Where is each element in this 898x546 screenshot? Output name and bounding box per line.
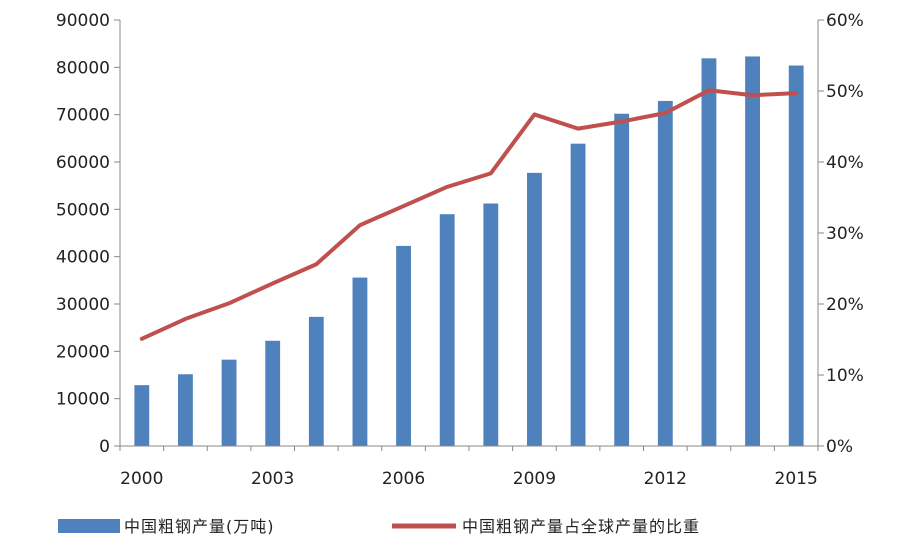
right-tick-label-2: 20% bbox=[826, 295, 864, 315]
left-tick-label-20000: 20000 bbox=[56, 342, 110, 362]
left-tick-label-70000: 70000 bbox=[56, 106, 110, 126]
left-tick-label-80000: 80000 bbox=[56, 58, 110, 78]
legend-label-line: 中国粗钢产量占全球产量的比重 bbox=[462, 517, 700, 536]
bar-2011 bbox=[614, 113, 630, 446]
legend: 中国粗钢产量(万吨) 中国粗钢产量占全球产量的比重 bbox=[58, 517, 700, 536]
x-tick-label-2000: 2000 bbox=[120, 469, 163, 489]
right-tick-label-5: 50% bbox=[826, 82, 864, 102]
axes-layer: 0 10000 20000 30000 40000 50000 60000 70000 8000… bbox=[56, 11, 864, 489]
bar-2003 bbox=[265, 340, 281, 446]
left-tick-label-50000: 50000 bbox=[56, 200, 110, 220]
right-tick-label-4: 40% bbox=[826, 153, 864, 173]
legend-swatch-bar bbox=[58, 519, 120, 533]
bar-2015 bbox=[788, 65, 804, 446]
bar-2005 bbox=[352, 277, 368, 446]
x-tick-label-2015: 2015 bbox=[775, 469, 818, 489]
left-tick-label-40000: 40000 bbox=[56, 248, 110, 268]
bar-2014 bbox=[745, 56, 760, 447]
right-tick-label-0: 0% bbox=[826, 437, 853, 457]
line-layer bbox=[139, 88, 799, 341]
share-line bbox=[139, 88, 799, 341]
bar-2004 bbox=[308, 316, 324, 446]
bar-2001 bbox=[178, 374, 193, 446]
left-tick-label-60000: 60000 bbox=[56, 153, 110, 173]
bar-2007 bbox=[439, 214, 455, 446]
left-tick-label-90000: 90000 bbox=[56, 11, 110, 31]
legend-label-bar: 中国粗钢产量(万吨) bbox=[124, 517, 275, 536]
x-tick-label-2003: 2003 bbox=[251, 469, 294, 489]
x-tick-label-2012: 2012 bbox=[644, 469, 687, 489]
x-tick-label-2009: 2009 bbox=[513, 469, 556, 489]
right-tick-label-6: 60% bbox=[826, 11, 864, 31]
bar-2012 bbox=[657, 100, 673, 446]
bar-2006 bbox=[396, 245, 411, 446]
bar-2010 bbox=[570, 143, 586, 446]
right-tick-label-1: 10% bbox=[826, 366, 864, 386]
bar-2013 bbox=[701, 58, 717, 447]
bars-layer bbox=[134, 56, 804, 447]
bar-2009 bbox=[527, 172, 542, 446]
bar-2000 bbox=[134, 385, 150, 446]
left-tick-label-0: 0 bbox=[99, 437, 110, 457]
left-tick-label-10000: 10000 bbox=[56, 390, 110, 410]
x-tick-label-2006: 2006 bbox=[382, 469, 425, 489]
bar-2008 bbox=[483, 203, 499, 446]
bar-2002 bbox=[221, 359, 237, 446]
right-tick-label-3: 30% bbox=[826, 224, 864, 244]
left-tick-label-30000: 30000 bbox=[56, 295, 110, 315]
